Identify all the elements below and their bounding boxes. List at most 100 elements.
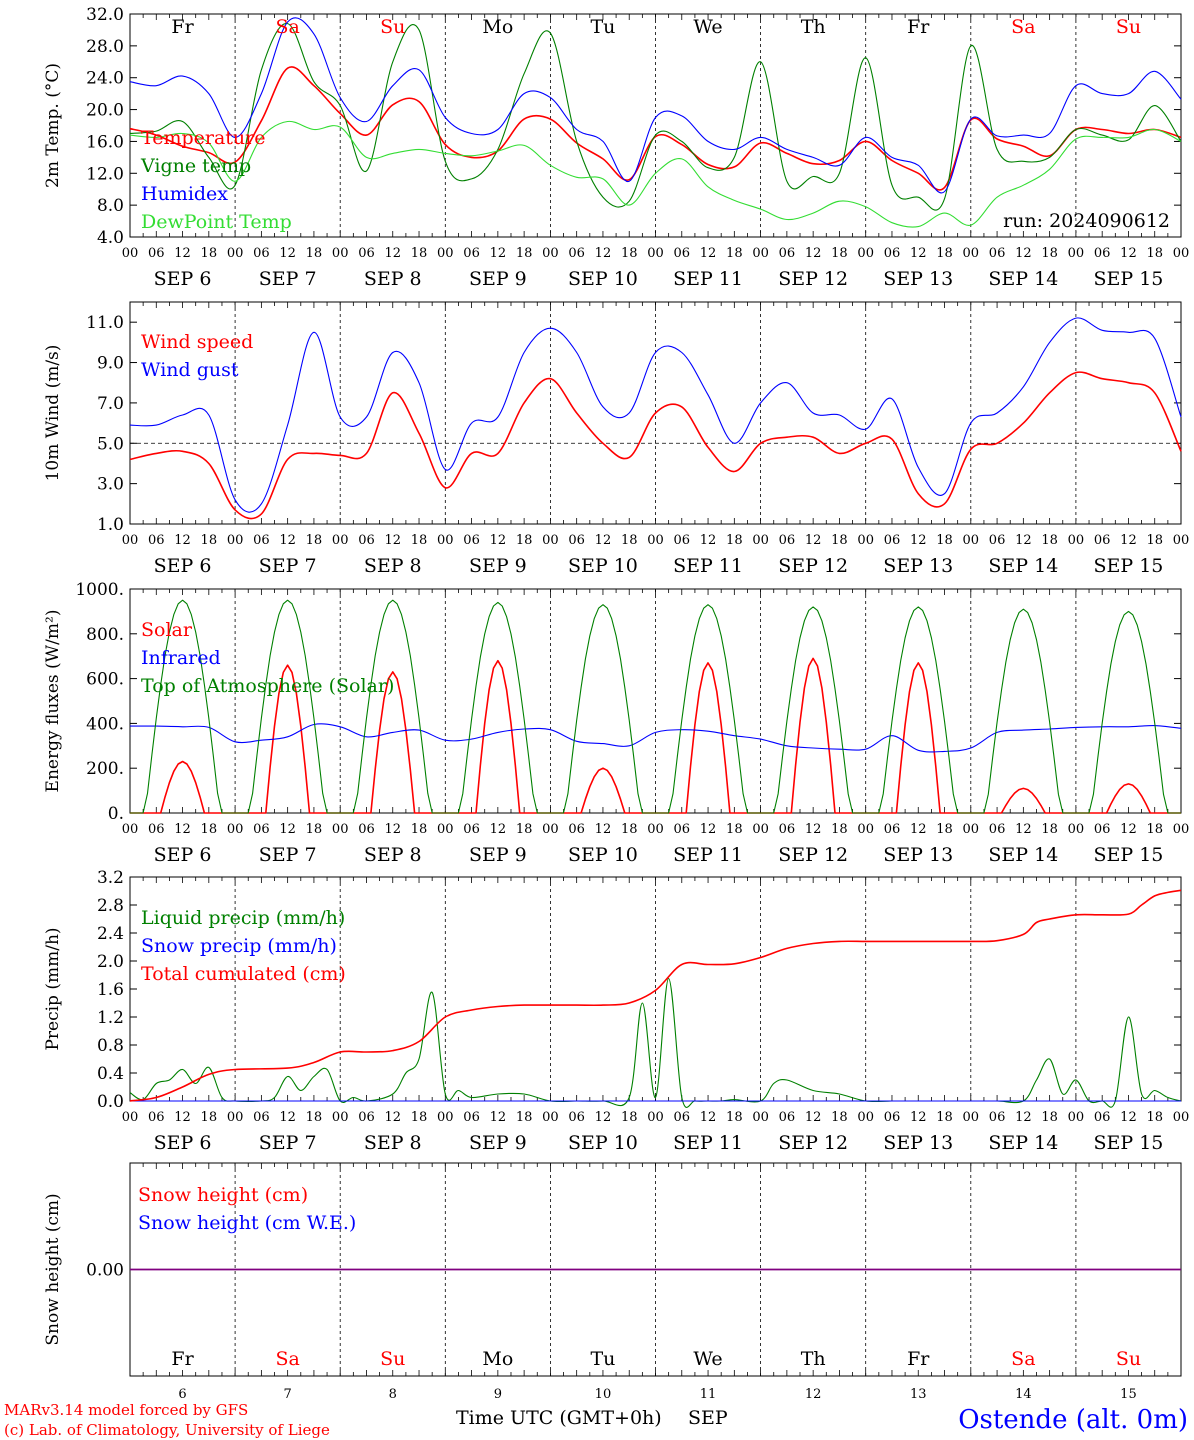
weekday-label: Su xyxy=(1116,1348,1141,1370)
weekday-label: We xyxy=(693,1348,722,1370)
hour-tick-label: 06 xyxy=(463,822,480,837)
panel-3: 1000. 800. 600. 400. 200. 0. Energy fluxes (W/… xyxy=(43,580,1189,866)
hour-tick-label: 12 xyxy=(384,1110,401,1125)
hour-tick-label: 00 xyxy=(963,533,980,548)
y-tick-label: 600. xyxy=(86,670,124,690)
hour-tick-label: 06 xyxy=(674,1110,691,1125)
hour-tick-label: 12 xyxy=(805,1110,822,1125)
y-tick-label: 11.0 xyxy=(86,313,124,333)
hour-tick-label: 12 xyxy=(490,246,507,261)
hour-tick-label: 00 xyxy=(122,1110,139,1125)
time-axis-month: SEP xyxy=(688,1407,728,1429)
series-line-infrared xyxy=(129,723,1182,753)
y-tick-label: 0. xyxy=(108,804,124,824)
date-label: SEP 12 xyxy=(778,1132,848,1154)
hour-tick-label: 00 xyxy=(752,246,769,261)
hour-tick-label: 18 xyxy=(831,533,848,548)
hour-tick-label: 12 xyxy=(384,246,401,261)
date-label: SEP 7 xyxy=(259,844,317,866)
hour-tick-label: 12 xyxy=(1120,1110,1137,1125)
hour-tick-label: 12 xyxy=(174,1110,191,1125)
weekday-label: Su xyxy=(1116,16,1141,38)
day-number-label: 15 xyxy=(1120,1387,1137,1402)
model-credit-line1: MARv3.14 model forced by GFS xyxy=(4,1401,248,1419)
date-label: SEP 6 xyxy=(154,844,212,866)
hour-tick-label: 12 xyxy=(910,822,927,837)
hour-tick-label: 18 xyxy=(621,533,638,548)
date-label: SEP 9 xyxy=(469,844,527,866)
y-tick-label: 1000. xyxy=(75,580,124,600)
hour-tick-label: 06 xyxy=(884,533,901,548)
hour-tick-label: 06 xyxy=(253,1110,270,1125)
hour-tick-label: 00 xyxy=(227,1110,244,1125)
date-label: SEP 8 xyxy=(364,555,422,577)
y-axis-title: Snow height (cm) xyxy=(43,1193,63,1345)
date-label: SEP 15 xyxy=(1094,555,1164,577)
y-tick-label: 8.0 xyxy=(97,196,124,216)
hour-tick-label: 00 xyxy=(647,1110,664,1125)
hour-tick-label: 18 xyxy=(306,246,323,261)
date-label: SEP 12 xyxy=(778,555,848,577)
hour-tick-label: 12 xyxy=(384,533,401,548)
hour-tick-label: 00 xyxy=(332,533,349,548)
panel-1: 32.0 28.0 24.0 20.0 16.0 12.0 8.0 4.0 2m Temp. (… xyxy=(43,5,1189,290)
time-axis-label: Time UTC (GMT+0h) xyxy=(456,1407,662,1429)
hour-tick-label: 18 xyxy=(306,533,323,548)
hour-tick-label: 00 xyxy=(1173,822,1190,837)
weekday-label: Sa xyxy=(1011,1348,1035,1370)
date-label: SEP 11 xyxy=(673,844,743,866)
hour-tick-label: 00 xyxy=(1173,533,1190,548)
hour-tick-label: 18 xyxy=(1041,822,1058,837)
date-label: SEP 15 xyxy=(1094,844,1164,866)
hour-tick-label: 00 xyxy=(227,246,244,261)
run-annotation: run: 2024090612 xyxy=(1003,210,1170,232)
hour-tick-label: 18 xyxy=(1041,246,1058,261)
hour-tick-label: 06 xyxy=(358,1110,375,1125)
weekday-label: Sa xyxy=(275,16,299,38)
hour-tick-label: 06 xyxy=(358,533,375,548)
hour-tick-label: 00 xyxy=(857,1110,874,1125)
date-label: SEP 11 xyxy=(673,268,743,290)
date-label: SEP 14 xyxy=(988,268,1058,290)
hour-tick-label: 06 xyxy=(989,246,1006,261)
day-number-label: 9 xyxy=(494,1387,502,1402)
y-tick-label: 2.4 xyxy=(97,924,124,944)
hour-tick-label: 18 xyxy=(1041,533,1058,548)
date-label: SEP 8 xyxy=(364,1132,422,1154)
weekday-label: Tu xyxy=(590,16,615,38)
hour-tick-label: 12 xyxy=(1015,533,1032,548)
hour-tick-label: 18 xyxy=(1146,822,1163,837)
hour-tick-label: 00 xyxy=(437,246,454,261)
hour-tick-label: 06 xyxy=(463,246,480,261)
weekday-label: Th xyxy=(801,16,826,38)
hour-tick-label: 18 xyxy=(726,246,743,261)
hour-tick-label: 12 xyxy=(279,1110,296,1125)
hour-tick-label: 18 xyxy=(1146,246,1163,261)
hour-tick-label: 00 xyxy=(857,246,874,261)
hour-tick-label: 18 xyxy=(306,822,323,837)
y-tick-label: 3.2 xyxy=(97,868,124,888)
hour-tick-label: 06 xyxy=(779,533,796,548)
hour-tick-label: 18 xyxy=(621,246,638,261)
hour-tick-label: 12 xyxy=(1120,533,1137,548)
y-tick-label: 200. xyxy=(86,759,124,779)
y-tick-label: 5.0 xyxy=(97,434,124,454)
legend-entry: Top of Atmosphere (Solar) xyxy=(141,675,394,697)
hour-tick-label: 00 xyxy=(1068,822,1085,837)
weekday-label: Fr xyxy=(171,16,194,38)
hour-tick-label: 18 xyxy=(201,1110,218,1125)
hour-tick-label: 00 xyxy=(1068,533,1085,548)
hour-tick-label: 00 xyxy=(227,533,244,548)
hour-tick-label: 06 xyxy=(989,1110,1006,1125)
hour-tick-label: 00 xyxy=(752,533,769,548)
y-axis-title: Precip (mm/h) xyxy=(43,927,63,1050)
day-number-label: 6 xyxy=(178,1387,186,1402)
date-label: SEP 13 xyxy=(883,844,953,866)
date-label: SEP 7 xyxy=(259,268,317,290)
y-tick-label: 0.00 xyxy=(86,1261,124,1281)
y-tick-label: 0.8 xyxy=(97,1036,124,1056)
weekday-label: Su xyxy=(380,1348,405,1370)
hour-tick-label: 18 xyxy=(306,1110,323,1125)
station-name: Ostende (alt. 0m) xyxy=(958,1405,1188,1435)
hour-tick-label: 18 xyxy=(1041,1110,1058,1125)
